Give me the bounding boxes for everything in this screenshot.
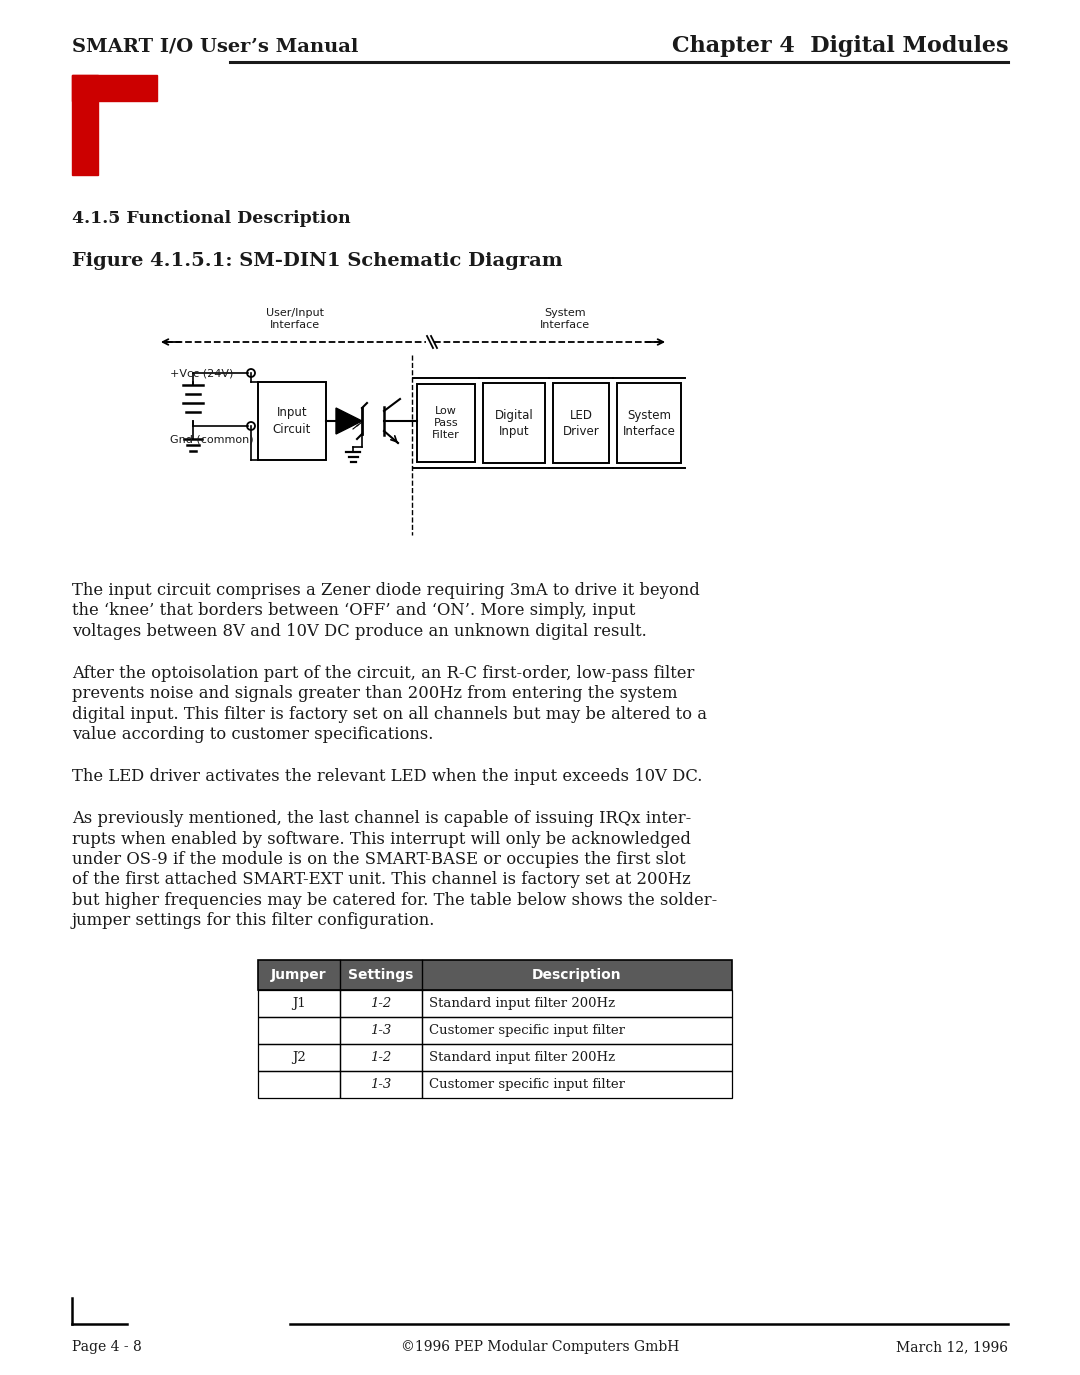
Polygon shape (336, 408, 362, 434)
Text: 1-3: 1-3 (370, 1024, 392, 1037)
Bar (258, 1044, 340, 1071)
Bar (258, 990, 340, 1018)
Bar (258, 960, 732, 990)
Bar (340, 990, 422, 1018)
Text: voltages between 8V and 10V DC produce an unknown digital result.: voltages between 8V and 10V DC produce a… (72, 623, 647, 639)
Text: Page 4 - 8: Page 4 - 8 (72, 1341, 141, 1354)
Bar (340, 1044, 422, 1071)
Bar (422, 1018, 732, 1044)
Text: Settings: Settings (349, 968, 414, 982)
Text: prevents noise and signals greater than 200Hz from entering the system: prevents noise and signals greater than … (72, 685, 677, 703)
Text: Input
Circuit: Input Circuit (273, 406, 311, 436)
Text: Chapter 4  Digital Modules: Chapter 4 Digital Modules (672, 34, 1008, 56)
Text: SMART I/O User’s Manual: SMART I/O User’s Manual (72, 37, 359, 55)
Text: Standard input filter 200Hz: Standard input filter 200Hz (429, 997, 616, 1011)
Bar (258, 1018, 340, 1044)
Text: J1: J1 (292, 997, 306, 1011)
Text: Jumper: Jumper (271, 968, 327, 982)
Text: LED
Driver: LED Driver (563, 408, 599, 437)
Text: 1-3: 1-3 (370, 1078, 392, 1092)
Bar (72, 76, 157, 100)
Text: ©1996 PEP Modular Computers GmbH: ©1996 PEP Modular Computers GmbH (401, 1341, 679, 1354)
Text: of the first attached SMART-EXT unit. This channel is factory set at 200Hz: of the first attached SMART-EXT unit. Th… (72, 872, 691, 888)
Bar (340, 1071, 422, 1099)
Text: Digital
Input: Digital Input (495, 408, 534, 437)
Text: but higher frequencies may be catered for. The table below shows the solder-: but higher frequencies may be catered fo… (72, 891, 717, 909)
Text: rupts when enabled by software. This interrupt will only be acknowledged: rupts when enabled by software. This int… (72, 830, 691, 848)
Text: +Vcc (24V): +Vcc (24V) (170, 368, 233, 378)
Text: Gnd (common): Gnd (common) (170, 434, 254, 444)
Bar (617, 384, 681, 463)
Text: the ‘knee’ that borders between ‘OFF’ and ‘ON’. More simply, input: the ‘knee’ that borders between ‘OFF’ an… (72, 602, 635, 619)
Text: Customer specific input filter: Customer specific input filter (429, 1024, 625, 1037)
Text: 1-2: 1-2 (370, 1052, 392, 1064)
Text: jumper settings for this filter configuration.: jumper settings for this filter configur… (72, 912, 435, 930)
Text: 4.1.5 Functional Description: 4.1.5 Functional Description (72, 210, 351, 227)
Text: Figure 4.1.5.1: SM-DIN1 Schematic Diagram: Figure 4.1.5.1: SM-DIN1 Schematic Diagra… (72, 252, 563, 270)
Text: The input circuit comprises a Zener diode requiring 3mA to drive it beyond: The input circuit comprises a Zener diod… (72, 582, 700, 600)
Text: under OS-9 if the module is on the SMART-BASE or occupies the first slot: under OS-9 if the module is on the SMART… (72, 851, 686, 868)
Text: After the optoisolation part of the circuit, an R-C first-order, low-pass filter: After the optoisolation part of the circ… (72, 666, 694, 682)
Bar (258, 1071, 340, 1099)
Text: The LED driver activates the relevant LED when the input exceeds 10V DC.: The LED driver activates the relevant LE… (72, 769, 702, 785)
Bar (422, 1071, 732, 1099)
Text: digital input. This filter is factory set on all channels but may be altered to : digital input. This filter is factory se… (72, 705, 707, 722)
Text: Standard input filter 200Hz: Standard input filter 200Hz (429, 1052, 616, 1064)
Bar (483, 384, 545, 463)
Bar (340, 1018, 422, 1044)
Text: As previously mentioned, the last channel is capable of issuing IRQx inter-: As previously mentioned, the last channe… (72, 810, 691, 828)
Text: J2: J2 (292, 1052, 306, 1064)
Text: 1-2: 1-2 (370, 997, 392, 1011)
Bar (72, 76, 98, 175)
Text: System
Interface: System Interface (622, 408, 675, 437)
Bar (553, 384, 609, 463)
Bar (422, 1044, 732, 1071)
Bar (258, 382, 326, 461)
Text: value according to customer specifications.: value according to customer specificatio… (72, 726, 433, 742)
Text: Low
Pass
Filter: Low Pass Filter (432, 406, 460, 440)
Bar (417, 384, 475, 462)
Text: User/Input
Interface: User/Input Interface (266, 308, 324, 330)
Text: March 12, 1996: March 12, 1996 (896, 1341, 1008, 1354)
Text: Description: Description (532, 968, 622, 982)
Bar (422, 990, 732, 1018)
Text: Customer specific input filter: Customer specific input filter (429, 1078, 625, 1092)
Text: System
Interface: System Interface (540, 308, 590, 330)
